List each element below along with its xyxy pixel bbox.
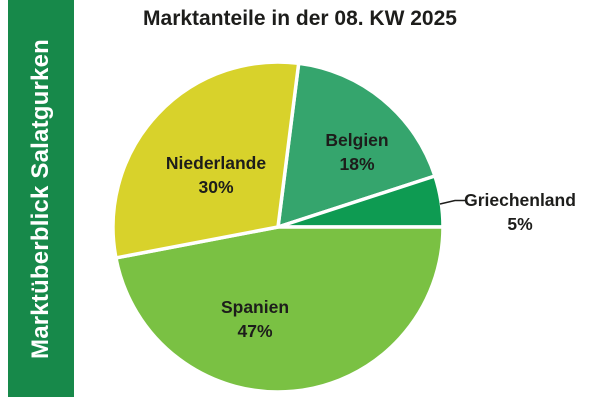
pie-slice-spanien	[114, 225, 445, 394]
pie-label-percent: 5%	[507, 214, 533, 234]
pie-slices-group	[111, 60, 445, 394]
pie-label-name: Griechenland	[464, 190, 576, 210]
pie-label-spanien: Spanien 47%	[221, 297, 289, 341]
pie-label-name: Belgien	[325, 130, 388, 150]
pie-label-percent: 30%	[198, 177, 233, 197]
sidebar-banner: Marktüberblick Salatgurken	[8, 0, 74, 397]
pie-label-percent: 18%	[339, 154, 374, 174]
pie-label-name: Niederlande	[166, 153, 266, 173]
pie-label-name: Spanien	[221, 297, 289, 317]
leader-line-griechenland	[439, 199, 467, 205]
pie-leader-lines-group	[439, 199, 467, 205]
pie-labels-group: Belgien 18% Griechenland 5% Spanien 47% Nieder…	[166, 130, 576, 341]
pie-slice-belgien	[276, 61, 437, 229]
pie-label-percent: 47%	[237, 321, 272, 341]
pie-label-niederlande: Niederlande 30%	[166, 153, 266, 197]
chart-title: Marktanteile in der 08. KW 2025	[143, 7, 457, 30]
pie-slice-niederlande	[111, 60, 301, 260]
pie-label-griechenland: Griechenland 5%	[464, 190, 576, 234]
pie-label-belgien: Belgien 18%	[325, 130, 388, 174]
